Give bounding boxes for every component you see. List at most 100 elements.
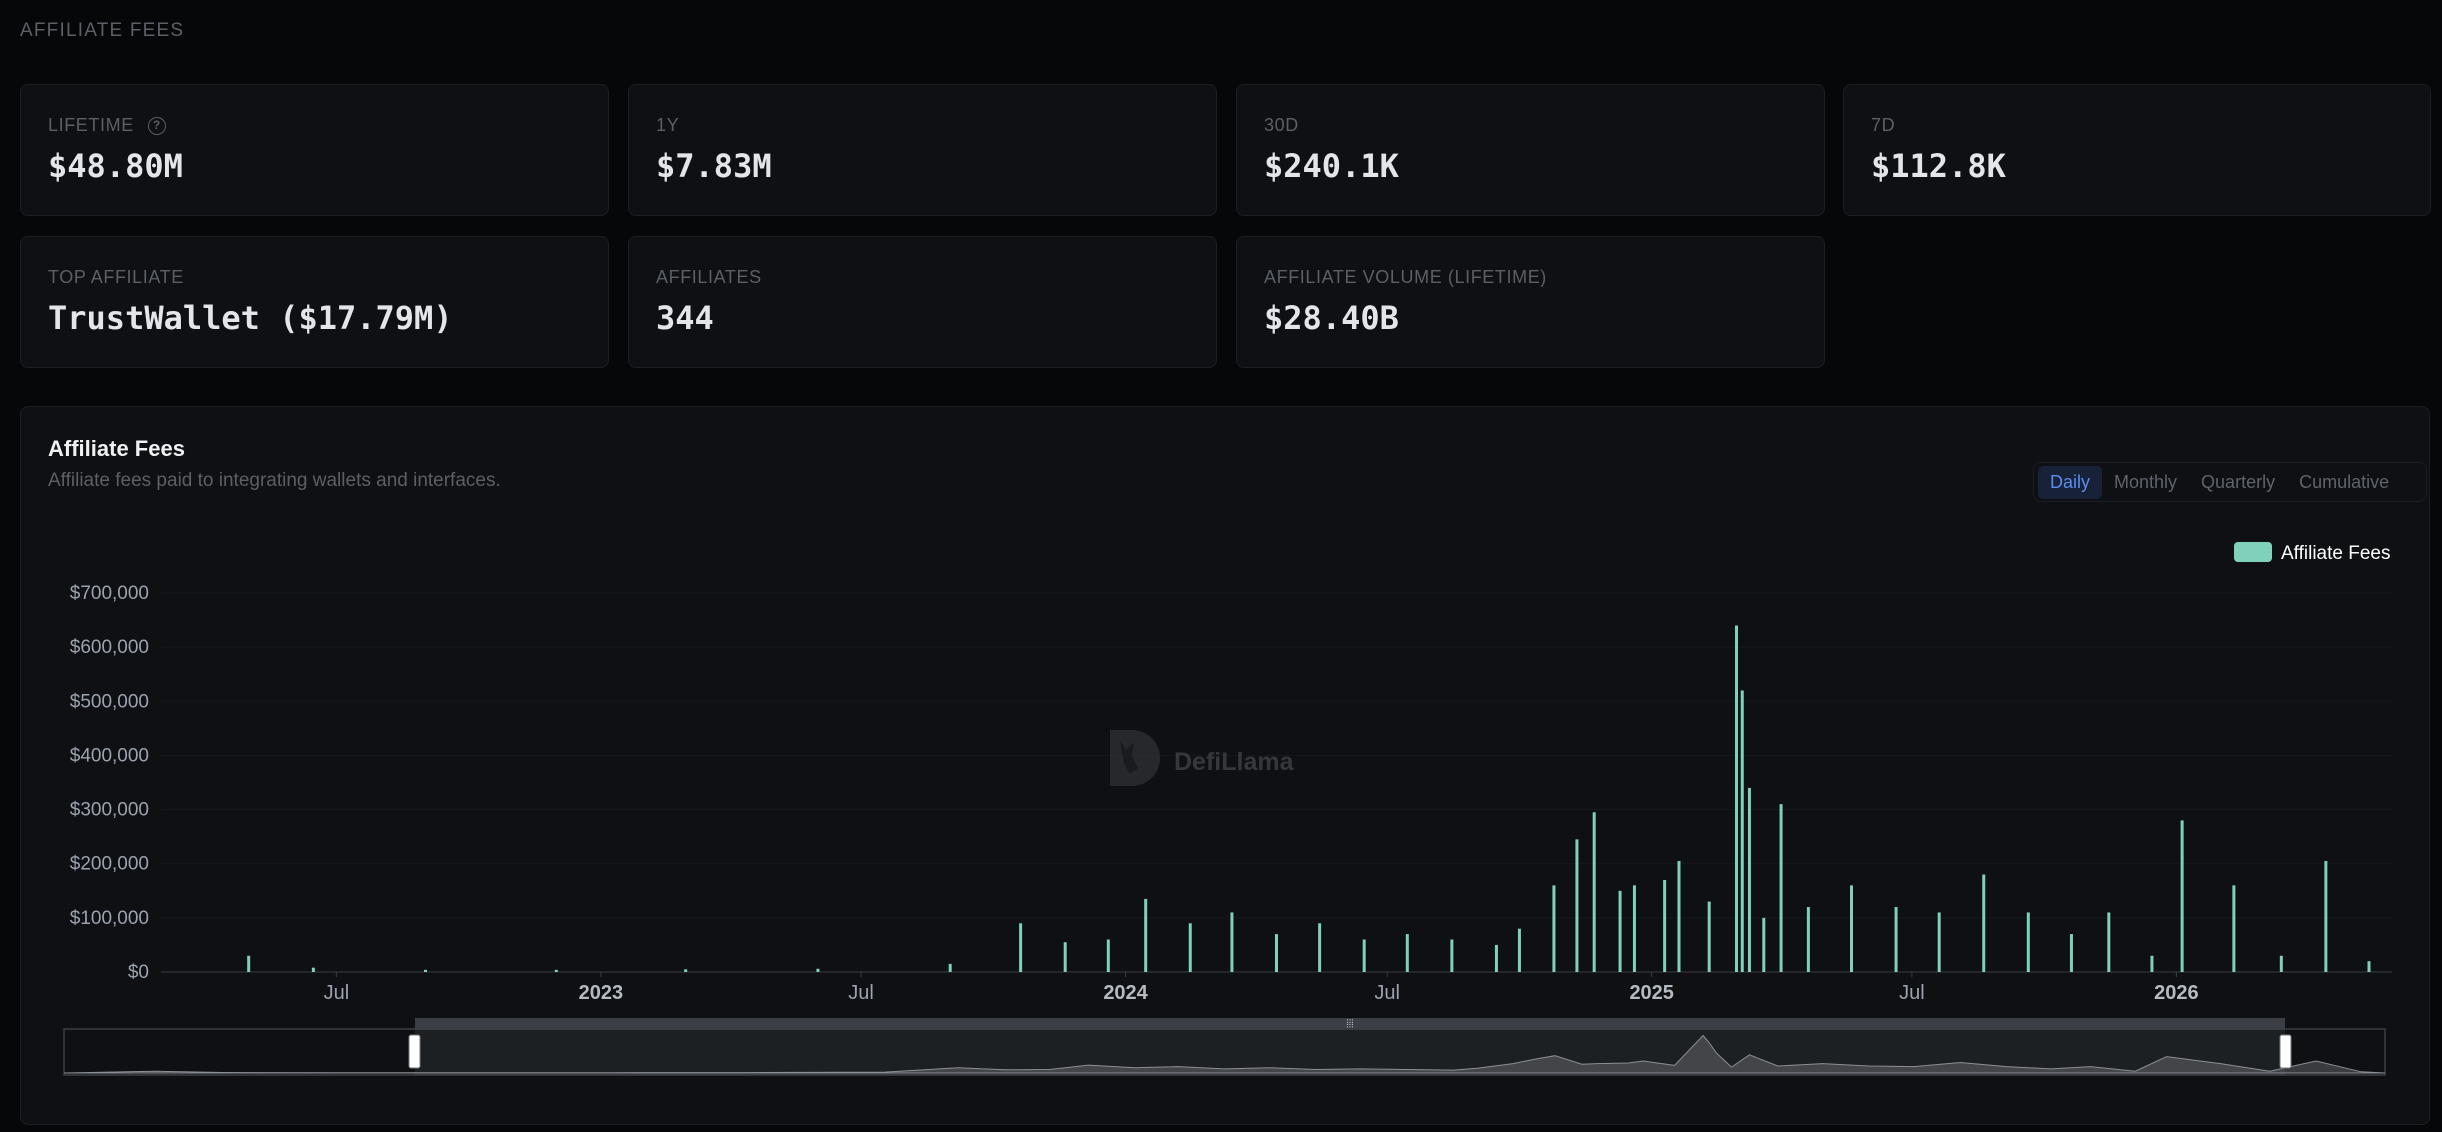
x-tick-label: 2023 bbox=[579, 982, 624, 1004]
bar-mark[interactable] bbox=[2107, 912, 2111, 972]
x-tick-label: 2024 bbox=[1103, 982, 1148, 1004]
bar-mark[interactable] bbox=[816, 968, 820, 972]
y-tick-label: $700,000 bbox=[70, 583, 149, 604]
stat-value-affiliate-volume: $28.40B bbox=[1264, 299, 1399, 337]
bar-mark[interactable] bbox=[1747, 787, 1751, 972]
stat-label-affiliate-volume: AFFILIATE VOLUME (LIFETIME) bbox=[1264, 267, 1547, 287]
bar-mark[interactable] bbox=[1362, 939, 1366, 972]
bar-mark[interactable] bbox=[1494, 944, 1498, 972]
bar-mark[interactable] bbox=[684, 969, 688, 972]
x-tick-label: Jul bbox=[848, 982, 874, 1004]
bar-mark[interactable] bbox=[311, 967, 315, 972]
bar-mark[interactable] bbox=[1894, 907, 1898, 972]
llama-logo-icon bbox=[1110, 730, 1160, 786]
stat-label-top-affiliate: TOP AFFILIATE bbox=[48, 267, 184, 287]
bar-mark[interactable] bbox=[1552, 885, 1556, 972]
chart-title: Affiliate Fees bbox=[48, 436, 185, 461]
bar-mark[interactable] bbox=[948, 963, 952, 972]
bar-mark[interactable] bbox=[1106, 939, 1110, 972]
x-axis: Jul 2023 Jul 2024 Jul 2025 Jul 2026 bbox=[324, 972, 2199, 1004]
toggle-quarterly[interactable]: Quarterly bbox=[2201, 471, 2276, 492]
chart-legend[interactable]: Affiliate Fees bbox=[2234, 542, 2390, 564]
bar-mark[interactable] bbox=[1318, 923, 1322, 972]
question-circle-icon[interactable]: ? bbox=[147, 116, 166, 135]
legend-label: Affiliate Fees bbox=[2281, 543, 2390, 564]
bar-mark[interactable] bbox=[1275, 934, 1278, 972]
x-tick-label: Jul bbox=[1374, 982, 1400, 1004]
bar-mark[interactable] bbox=[2150, 955, 2154, 972]
bar-mark[interactable] bbox=[1806, 907, 1810, 972]
bar-mark[interactable] bbox=[424, 969, 427, 972]
y-tick-label: $0 bbox=[128, 962, 149, 983]
stat-card-affiliates: AFFILIATES 344 bbox=[628, 236, 1217, 368]
stat-card-30d: 30D $240.1K bbox=[1236, 84, 1825, 216]
navigator-sparkline bbox=[63, 1034, 2386, 1074]
stat-card-7d: 7D $112.8K bbox=[1843, 84, 2431, 216]
bar-mark[interactable] bbox=[1019, 923, 1023, 972]
bar-mark[interactable] bbox=[1188, 923, 1192, 972]
stat-label-lifetime: LIFETIME bbox=[48, 115, 134, 135]
bar-mark[interactable] bbox=[2026, 912, 2030, 972]
stat-label-1y: 1Y bbox=[656, 115, 680, 135]
toggle-cumulative[interactable]: Cumulative bbox=[2299, 471, 2390, 492]
bar-mark[interactable] bbox=[1779, 804, 1783, 972]
bar-mark[interactable] bbox=[1517, 928, 1521, 972]
watermark-text: DefiLlama bbox=[1174, 748, 1295, 776]
toggle-monthly[interactable]: Monthly bbox=[2114, 471, 2178, 492]
bar-mark[interactable] bbox=[1707, 901, 1711, 972]
bar-mark[interactable] bbox=[554, 969, 558, 972]
bar-mark[interactable] bbox=[1735, 625, 1738, 972]
stat-card-affiliate-volume: AFFILIATE VOLUME (LIFETIME) $28.40B bbox=[1236, 236, 1825, 368]
bar-mark[interactable] bbox=[1762, 917, 1766, 972]
bar-mark[interactable] bbox=[2069, 934, 2073, 972]
bar-mark[interactable] bbox=[1450, 939, 1454, 972]
stat-card-top-affiliate: TOP AFFILIATE TrustWallet ($17.79M) bbox=[20, 236, 609, 368]
bar-mark[interactable] bbox=[2232, 885, 2236, 972]
zoom-navigator[interactable]: ⦙⦙⦙ bbox=[63, 1017, 2386, 1076]
bar-mark[interactable] bbox=[1575, 839, 1579, 972]
bar-mark[interactable] bbox=[2324, 861, 2328, 972]
bar-mark[interactable] bbox=[247, 955, 251, 972]
bar-mark[interactable] bbox=[2180, 820, 2184, 972]
bar-mark[interactable] bbox=[1663, 879, 1667, 972]
drag-grip-icon[interactable]: ⦙⦙⦙ bbox=[1346, 1017, 1353, 1030]
bar-mark[interactable] bbox=[2367, 961, 2371, 972]
stat-value-30d: $240.1K bbox=[1264, 147, 1399, 185]
y-tick-label: $200,000 bbox=[70, 854, 149, 875]
bar-mark[interactable] bbox=[1144, 898, 1148, 972]
bar-mark[interactable] bbox=[1982, 874, 1986, 972]
navigator-selection[interactable] bbox=[415, 1029, 2285, 1075]
granularity-toggle-group: Daily Monthly Quarterly Cumulative bbox=[2033, 462, 2427, 502]
y-tick-label: $600,000 bbox=[70, 637, 149, 658]
y-tick-label: $100,000 bbox=[70, 908, 149, 929]
stat-value-1y: $7.83M bbox=[656, 147, 772, 185]
bar-mark[interactable] bbox=[1618, 890, 1622, 972]
stat-label-7d: 7D bbox=[1871, 115, 1896, 135]
bar-mark[interactable] bbox=[2279, 955, 2283, 972]
chart-subtitle: Affiliate fees paid to integrating walle… bbox=[48, 470, 501, 491]
watermark: DefiLlama bbox=[1110, 730, 1295, 786]
bar-mark[interactable] bbox=[1937, 912, 1941, 972]
navigator-handle-right[interactable] bbox=[2279, 1034, 2292, 1069]
toggle-daily[interactable]: Daily bbox=[2038, 465, 2103, 499]
chart-panel: Affiliate Fees Affiliate fees paid to in… bbox=[20, 406, 2430, 1125]
bar-mark[interactable] bbox=[1632, 885, 1636, 972]
y-tick-label: $500,000 bbox=[70, 691, 149, 712]
y-axis: $0 $100,000 $200,000 $300,000 $400,000 $500,0… bbox=[70, 583, 149, 983]
navigator-handle-left[interactable] bbox=[408, 1034, 421, 1069]
navigator-drag-bar[interactable] bbox=[415, 1018, 2285, 1029]
bar-mark[interactable] bbox=[1592, 812, 1596, 972]
grid-layer bbox=[161, 592, 2392, 973]
bar-mark[interactable] bbox=[1230, 912, 1234, 972]
bar-mark[interactable] bbox=[1405, 934, 1409, 972]
bar-mark[interactable] bbox=[1677, 861, 1681, 972]
stat-value-7d: $112.8K bbox=[1871, 147, 2006, 185]
stat-value-affiliates: 344 bbox=[656, 299, 714, 337]
bar-mark[interactable] bbox=[1850, 885, 1853, 972]
bar-mark[interactable] bbox=[1063, 942, 1067, 972]
bar-mark[interactable] bbox=[1740, 690, 1744, 972]
stat-label-affiliates: AFFILIATES bbox=[656, 267, 762, 287]
stat-label-30d: 30D bbox=[1264, 115, 1299, 135]
stat-card-1y: 1Y $7.83M bbox=[628, 84, 1217, 216]
